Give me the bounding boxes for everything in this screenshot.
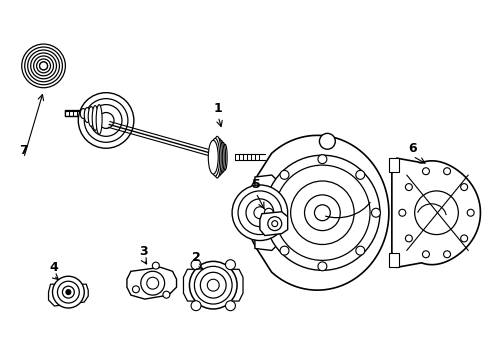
Circle shape [318,262,327,271]
Polygon shape [392,158,480,267]
Circle shape [318,155,327,164]
Circle shape [443,168,450,175]
Text: 1: 1 [214,102,222,115]
Circle shape [264,208,273,217]
Text: 4: 4 [49,261,58,274]
Polygon shape [389,158,399,172]
Ellipse shape [223,144,227,170]
Circle shape [422,168,429,175]
Circle shape [461,235,467,242]
Polygon shape [49,284,88,306]
Text: 6: 6 [408,142,417,155]
Ellipse shape [96,105,102,134]
Circle shape [132,286,140,293]
Text: 5: 5 [251,179,260,192]
Circle shape [356,170,365,179]
Circle shape [141,271,165,295]
Circle shape [405,184,413,190]
Circle shape [467,209,474,216]
Text: 7: 7 [19,144,28,157]
Circle shape [371,208,380,217]
Ellipse shape [216,138,222,176]
Circle shape [57,281,79,303]
Circle shape [461,184,467,190]
Ellipse shape [208,140,218,174]
Ellipse shape [218,140,224,174]
Ellipse shape [88,107,94,126]
Polygon shape [260,212,288,235]
Polygon shape [255,175,278,251]
Circle shape [415,191,458,235]
Circle shape [163,291,170,298]
Circle shape [265,155,380,270]
Polygon shape [127,267,176,299]
Text: 2: 2 [192,251,201,264]
Circle shape [280,170,289,179]
Ellipse shape [80,109,86,118]
Circle shape [40,62,48,70]
Circle shape [319,133,335,149]
Circle shape [66,290,71,294]
Circle shape [232,185,288,240]
Circle shape [78,93,134,148]
Circle shape [52,276,84,308]
Circle shape [422,251,429,258]
Circle shape [356,246,365,255]
Circle shape [191,301,201,311]
Circle shape [225,260,235,270]
Ellipse shape [213,136,221,178]
Circle shape [399,209,406,216]
Circle shape [225,301,235,311]
Ellipse shape [84,108,90,122]
Polygon shape [183,269,243,301]
Polygon shape [389,253,399,267]
Circle shape [191,260,201,270]
Circle shape [443,251,450,258]
Circle shape [280,246,289,255]
Circle shape [268,217,282,231]
Circle shape [405,235,413,242]
Ellipse shape [211,138,220,176]
Ellipse shape [92,105,98,130]
Polygon shape [65,96,104,147]
Polygon shape [246,135,389,290]
Text: 3: 3 [140,245,148,258]
Circle shape [190,261,237,309]
Ellipse shape [220,142,226,172]
Circle shape [152,262,159,269]
